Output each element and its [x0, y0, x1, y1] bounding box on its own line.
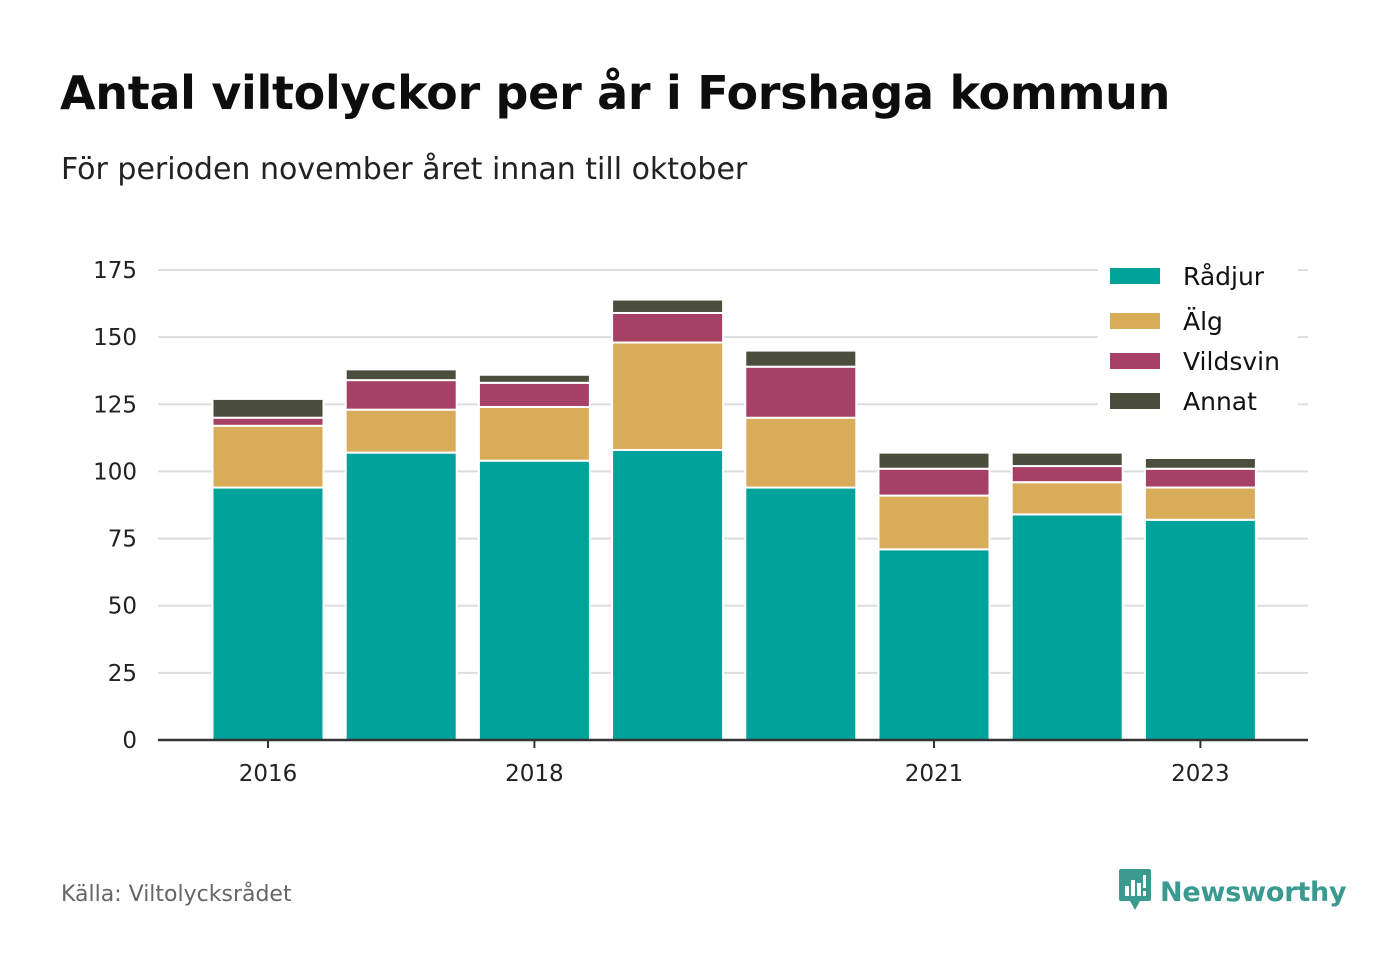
y-axis-ticks: 0 25 50 75 100 125 150 175 [93, 258, 137, 754]
brand-logo: Newsworthy [1118, 868, 1347, 916]
y-tick-label: 175 [93, 258, 137, 284]
bar-segment-älg-2020 [744, 416, 858, 489]
bar-segment-vildsvin-2020 [744, 365, 858, 419]
bar-segment-vildsvin-2018 [477, 381, 591, 408]
bar-segment-vildsvin-2019 [611, 311, 725, 344]
bar-segment-älg-2016 [211, 424, 325, 489]
x-tick-label: 2023 [1171, 761, 1230, 787]
bar-segment-rådjur-2023 [1143, 518, 1257, 741]
legend-swatch-älg [1110, 313, 1160, 329]
y-tick-label: 50 [108, 594, 137, 620]
bar-segment-älg-2021 [877, 494, 991, 551]
bar-segment-vildsvin-2021 [877, 467, 991, 497]
legend-swatch-vildsvin [1110, 353, 1160, 369]
bar-segment-älg-2022 [1010, 481, 1124, 516]
bar-segment-annat-2022 [1010, 451, 1124, 468]
bar-segment-älg-2018 [477, 405, 591, 462]
bar-segment-rådjur-2022 [1010, 513, 1124, 742]
legend-label: Vildsvin [1183, 347, 1280, 376]
y-tick-label: 0 [122, 728, 137, 754]
bar-segment-vildsvin-2017 [344, 379, 458, 411]
bar-segment-annat-2019 [611, 298, 725, 314]
legend-swatch-annat [1110, 393, 1160, 409]
x-axis: 2016 2018 2021 2023 [158, 738, 1308, 787]
x-tick-label: 2016 [239, 761, 298, 787]
bar-segment-älg-2019 [611, 341, 725, 451]
chart-title: Antal viltolyckor per år i Forshaga komm… [60, 66, 1171, 120]
y-tick-label: 150 [93, 325, 137, 351]
bar-segment-annat-2021 [877, 451, 991, 470]
bar-segment-rådjur-2016 [211, 486, 325, 741]
y-tick-label: 25 [108, 661, 137, 687]
chart-subtitle: För perioden november året innan till ok… [61, 152, 748, 187]
bar-segment-älg-2017 [344, 408, 458, 454]
x-tick-label: 2021 [905, 761, 964, 787]
bar-segment-vildsvin-2023 [1143, 467, 1257, 489]
legend: Rådjur Älg Vildsvin Annat [1098, 258, 1298, 428]
bar-segment-rådjur-2017 [344, 451, 458, 741]
legend-label: Älg [1183, 307, 1223, 336]
bar-segment-annat-2018 [477, 373, 591, 384]
bar-chart-speech-bubble-icon [1118, 868, 1152, 916]
legend-swatch-rådjur [1110, 268, 1160, 284]
bar-segment-vildsvin-2022 [1010, 465, 1124, 484]
x-tick-label: 2018 [505, 761, 564, 787]
bars [211, 298, 1257, 742]
bar-segment-annat-2020 [744, 349, 858, 368]
y-tick-label: 100 [93, 459, 137, 485]
source-note: Källa: Viltolycksrådet [61, 882, 292, 907]
legend-label: Annat [1183, 387, 1257, 416]
bar-segment-rådjur-2019 [611, 448, 725, 741]
bar-segment-annat-2016 [211, 397, 325, 419]
bar-segment-rådjur-2018 [477, 459, 591, 741]
y-tick-label: 75 [108, 527, 137, 553]
bar-segment-annat-2023 [1143, 457, 1257, 470]
bar-segment-rådjur-2021 [877, 548, 991, 741]
bar-segment-rådjur-2020 [744, 486, 858, 741]
bar-segment-annat-2017 [344, 368, 458, 382]
bar-segment-älg-2023 [1143, 486, 1257, 521]
y-tick-label: 125 [93, 392, 137, 418]
legend-label: Rådjur [1183, 262, 1265, 291]
brand-name: Newsworthy [1160, 876, 1347, 908]
bar-segment-vildsvin-2016 [211, 416, 325, 427]
